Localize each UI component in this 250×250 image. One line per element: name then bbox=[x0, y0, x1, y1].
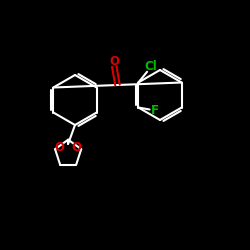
Text: Cl: Cl bbox=[144, 60, 157, 73]
Text: O: O bbox=[72, 142, 82, 154]
Text: F: F bbox=[150, 104, 158, 117]
Text: O: O bbox=[54, 142, 64, 154]
Text: O: O bbox=[109, 54, 119, 68]
